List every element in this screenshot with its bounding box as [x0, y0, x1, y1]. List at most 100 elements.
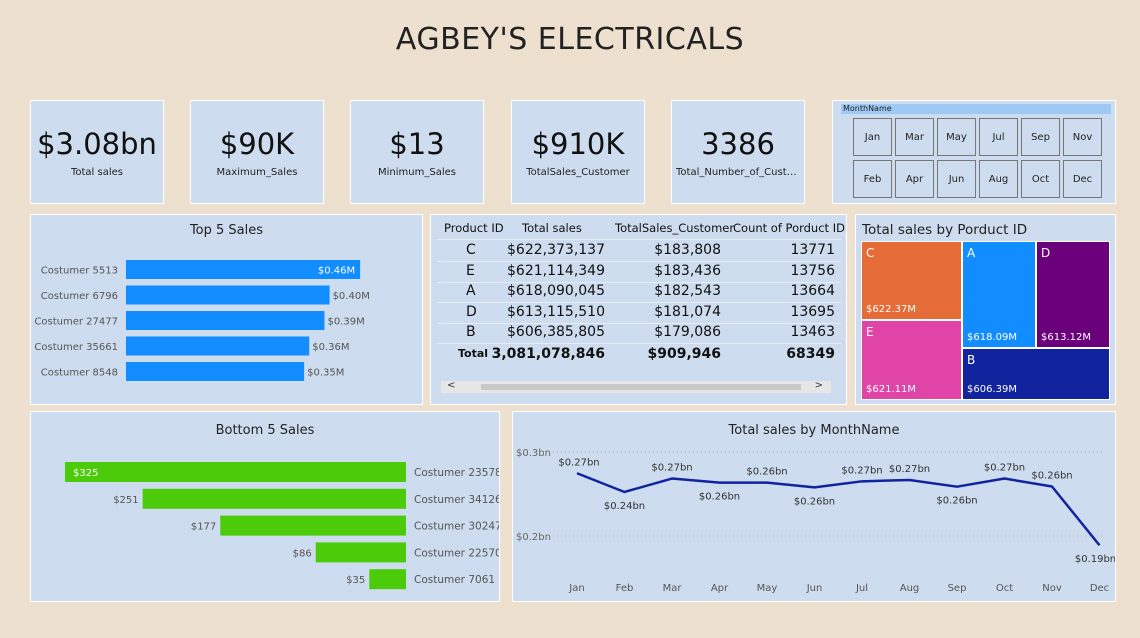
data-label: $0.27bn: [651, 463, 692, 474]
table-cell: $606,385,805: [507, 324, 605, 340]
slicer-month-nov[interactable]: Nov: [1063, 118, 1102, 156]
table-cell: $183,808: [654, 242, 721, 258]
bar[interactable]: [65, 462, 406, 482]
category-label: Costumer 22570: [414, 547, 499, 559]
treemap-cell-a[interactable]: A $618.09M: [962, 241, 1036, 348]
data-label: $0.26bn: [1031, 471, 1072, 482]
table-cell: $618,090,045: [507, 283, 605, 299]
treemap-label: B: [967, 353, 976, 367]
x-tick-label: Sep: [948, 583, 967, 594]
month-slicer[interactable]: MonthName Jan Mar May Jul Sep Nov Feb Ap…: [832, 100, 1116, 204]
treemap-cell-c[interactable]: C $622.37M: [861, 241, 962, 320]
x-tick-label: Jul: [855, 583, 868, 594]
bar[interactable]: [126, 336, 310, 356]
total-cell: $909,946: [647, 346, 721, 362]
data-label: $0.27bn: [889, 464, 930, 475]
scrollbar-thumb[interactable]: [481, 384, 801, 390]
bar[interactable]: [369, 569, 406, 590]
kpi-value: $3.08bn: [37, 127, 157, 161]
bar[interactable]: [126, 260, 361, 279]
table-cell: C: [466, 242, 476, 258]
treemap-label: A: [967, 246, 976, 260]
bar[interactable]: [126, 362, 305, 381]
y-tick-label: $0.3bn: [516, 448, 551, 459]
bar[interactable]: [142, 488, 406, 509]
treemap-value: $622.37M: [866, 304, 916, 315]
col-header-product-id[interactable]: Product ID: [444, 221, 504, 235]
category-label: Costumer 34126: [414, 494, 499, 506]
kpi-value: $910K: [531, 127, 625, 161]
total-cell: 68349: [786, 346, 835, 362]
treemap-label: E: [866, 325, 874, 339]
treemap-cell-e[interactable]: E $621.11M: [861, 320, 962, 400]
x-tick-label: Aug: [900, 583, 920, 594]
scroll-left-arrow[interactable]: <: [447, 380, 456, 391]
slicer-month-jul[interactable]: Jul: [979, 118, 1018, 156]
chart-title: Total sales by Porduct ID: [862, 222, 1028, 238]
table-cell: $622,373,137: [507, 242, 605, 258]
table-cell: 13664: [790, 283, 835, 299]
slicer-month-jun[interactable]: Jun: [937, 160, 976, 198]
treemap-label: C: [866, 246, 875, 260]
bar[interactable]: [126, 311, 325, 330]
kpi-card-totalsales-customer[interactable]: $910K TotalSales_Customer: [511, 100, 645, 204]
col-header-count-product-id[interactable]: Count of Porduct ID: [733, 221, 845, 235]
slicer-month-apr[interactable]: Apr: [895, 160, 934, 198]
slicer-month-oct[interactable]: Oct: [1021, 160, 1060, 198]
data-label: $177: [191, 522, 216, 533]
scroll-right-arrow[interactable]: >: [814, 380, 823, 391]
table-cell: E: [466, 262, 475, 279]
slicer-month-jan[interactable]: Jan: [853, 118, 892, 156]
row-divider: [437, 343, 841, 344]
data-label: $0.26bn: [936, 496, 977, 507]
kpi-value: 3386: [701, 127, 775, 161]
data-label: $0.39M: [327, 317, 364, 328]
treemap-cell-d[interactable]: D $613.12M: [1036, 241, 1110, 348]
treemap-value: $621.11M: [866, 384, 916, 395]
line-chart-sales-by-month[interactable]: Total sales by MonthName $0.3bn $0.2bn Jan…: [512, 411, 1116, 602]
data-label: $0.24bn: [604, 501, 645, 512]
treemap-value: $618.09M: [967, 332, 1017, 343]
series-line[interactable]: [576, 472, 1101, 547]
col-header-total-sales[interactable]: Total sales: [522, 221, 582, 235]
table-cell: $179,086: [654, 324, 721, 340]
slicer-month-sep[interactable]: Sep: [1021, 118, 1060, 156]
slicer-month-dec[interactable]: Dec: [1063, 160, 1102, 198]
x-tick-label: Mar: [663, 583, 683, 594]
kpi-label: Total_Number_of_Custo...: [676, 167, 800, 178]
x-tick-label: Dec: [1090, 583, 1109, 594]
kpi-card-total-sales[interactable]: $3.08bn Total sales: [30, 100, 164, 204]
slicer-month-mar[interactable]: Mar: [895, 118, 934, 156]
kpi-card-minimum-sales[interactable]: $13 Minimum_Sales: [350, 100, 484, 204]
top-5-sales-plot: Costumer 5513 $0.46M Costumer 6796 $0.40M Co…: [34, 260, 370, 381]
slicer-month-may[interactable]: May: [937, 118, 976, 156]
kpi-card-total-number-of-customers[interactable]: 3386 Total_Number_of_Custo...: [671, 100, 805, 204]
bar[interactable]: [220, 515, 406, 536]
data-label: $0.26bn: [746, 467, 787, 478]
table-cell: 13771: [790, 242, 835, 258]
slicer-month-aug[interactable]: Aug: [979, 160, 1018, 198]
treemap-label: D: [1041, 246, 1051, 260]
bar[interactable]: [126, 285, 330, 305]
top-5-sales-chart[interactable]: Top 5 Sales Costumer 5513 $0.46M Costumer …: [30, 214, 423, 405]
bar[interactable]: [315, 542, 406, 563]
category-label: Costumer 23578: [414, 467, 499, 479]
x-tick-label: Jun: [806, 583, 823, 594]
table-cell: 13695: [790, 303, 835, 320]
table-cell: 13463: [790, 324, 835, 340]
treemap-cell-b[interactable]: B $606.39M: [962, 348, 1110, 400]
kpi-card-maximum-sales[interactable]: $90K Maximum_Sales: [190, 100, 324, 204]
table-cell: $621,114,349: [507, 262, 605, 279]
data-label: $0.35M: [307, 368, 344, 379]
slicer-month-feb[interactable]: Feb: [853, 160, 892, 198]
table-horizontal-scrollbar[interactable]: < >: [441, 380, 831, 393]
treemap-value: $613.12M: [1041, 332, 1091, 343]
treemap-chart[interactable]: Total sales by Porduct ID C $622.37M A $…: [855, 214, 1116, 405]
product-table[interactable]: Product ID Total sales TotalSales_Custom…: [430, 214, 847, 405]
line-plot: $0.3bn $0.2bn Jan $0.27bn Feb $0.24bn Mar $0.27…: [516, 448, 1115, 594]
data-label: $0.27bn: [558, 457, 599, 468]
col-header-totalsales-customer[interactable]: TotalSales_Customer: [615, 221, 735, 235]
bottom-5-sales-chart[interactable]: Bottom 5 Sales $325 Costumer 23578 $251 Cos…: [30, 411, 500, 602]
kpi-label: Minimum_Sales: [378, 167, 456, 178]
total-cell: Total: [458, 347, 489, 360]
